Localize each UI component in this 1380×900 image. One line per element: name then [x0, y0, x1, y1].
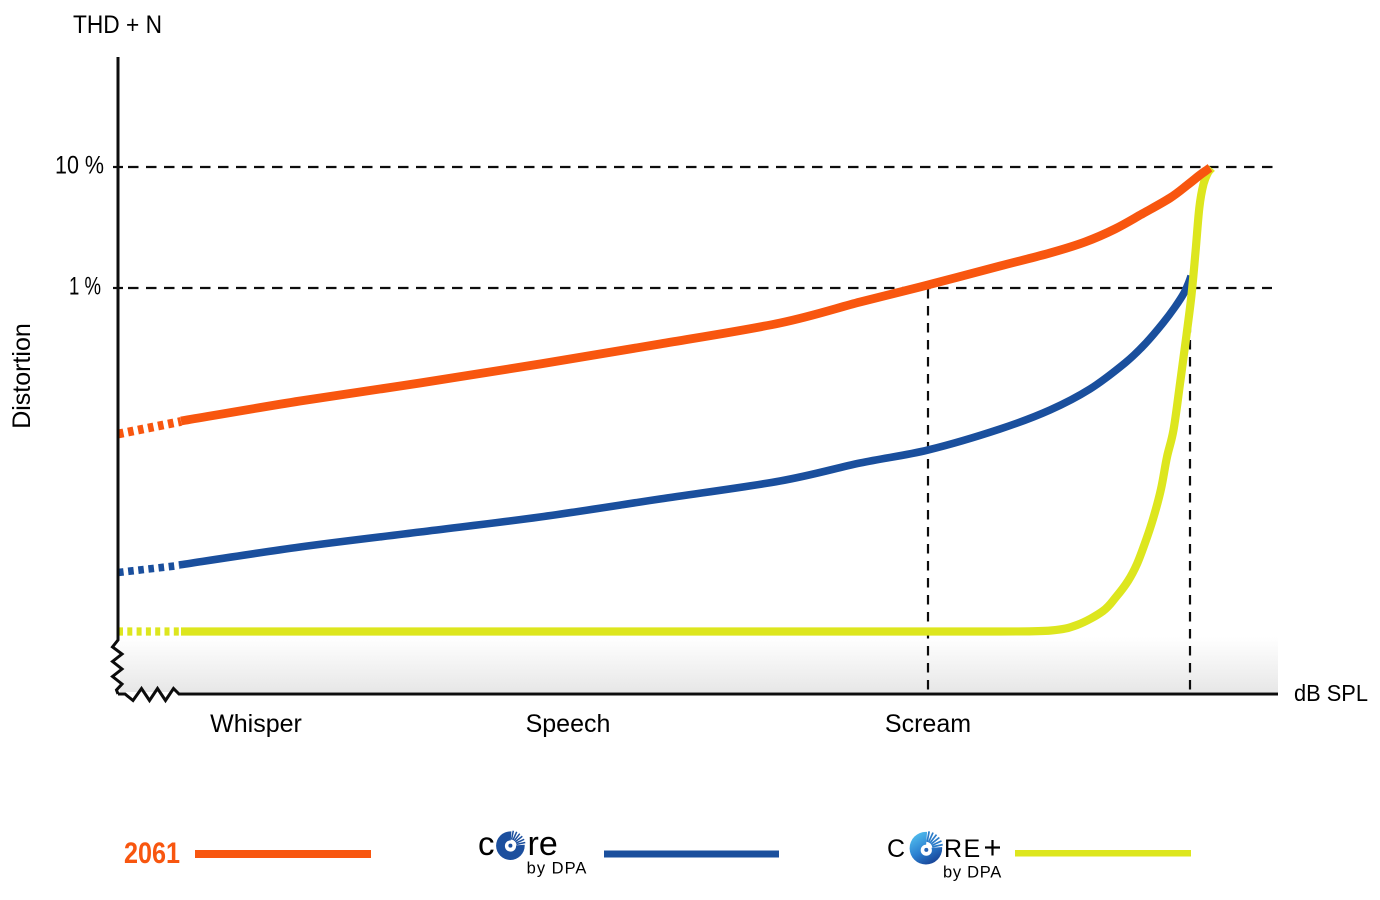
svg-text:Whisper: Whisper [210, 710, 302, 738]
svg-text:re: re [528, 825, 558, 863]
svg-text:Scream: Scream [885, 710, 971, 738]
svg-text:Distortion: Distortion [8, 323, 36, 429]
svg-text:2061: 2061 [124, 837, 180, 870]
svg-text:RE: RE [944, 835, 982, 863]
svg-text:Speech: Speech [526, 710, 611, 738]
svg-text:c: c [478, 825, 495, 862]
svg-text:C: C [887, 835, 905, 863]
svg-text:by DPA: by DPA [527, 860, 588, 878]
svg-text:10 %: 10 % [55, 152, 104, 180]
svg-text:dB SPL: dB SPL [1294, 680, 1368, 706]
svg-text:THD + N: THD + N [73, 11, 162, 39]
svg-text:by DPA: by DPA [943, 864, 1002, 882]
svg-text:1 %: 1 % [69, 273, 101, 301]
